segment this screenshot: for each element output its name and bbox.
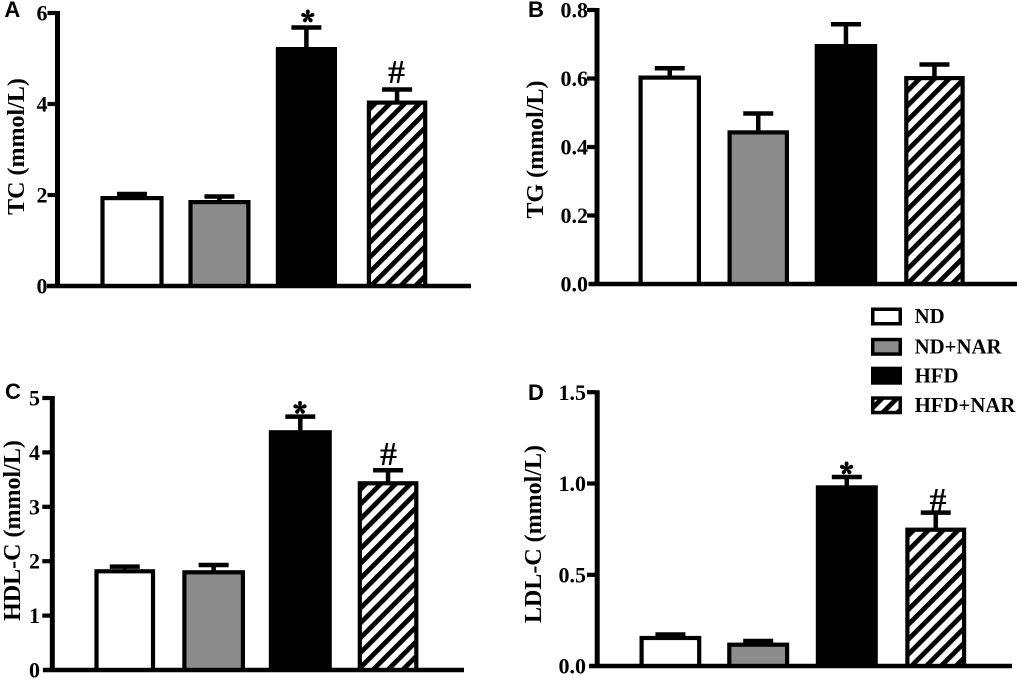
svg-text:#: # — [930, 482, 947, 519]
svg-text:1: 1 — [29, 603, 40, 628]
svg-text:5: 5 — [29, 386, 40, 411]
svg-text:6: 6 — [37, 1, 48, 26]
svg-text:#: # — [388, 54, 405, 91]
svg-text:2: 2 — [29, 549, 40, 574]
svg-text:4: 4 — [29, 440, 40, 465]
svg-text:0.0: 0.0 — [561, 272, 589, 297]
svg-text:2: 2 — [37, 183, 48, 208]
svg-text:0: 0 — [29, 658, 40, 680]
svg-text:B: B — [528, 0, 544, 22]
svg-text:C: C — [5, 379, 21, 404]
svg-text:0.2: 0.2 — [561, 203, 589, 228]
svg-text:1.5: 1.5 — [559, 380, 587, 405]
svg-text:0.5: 0.5 — [559, 562, 587, 587]
svg-text:0.0: 0.0 — [559, 654, 587, 679]
svg-text:4: 4 — [37, 92, 48, 117]
svg-text:0.8: 0.8 — [561, 0, 589, 23]
svg-text:TC (mmol/L): TC (mmol/L) — [4, 78, 30, 215]
svg-text:0.4: 0.4 — [561, 135, 589, 160]
svg-text:0.6: 0.6 — [561, 66, 589, 91]
svg-text:1.0: 1.0 — [559, 471, 587, 496]
svg-text:0: 0 — [37, 274, 48, 299]
svg-text:TG (mmol/L): TG (mmol/L) — [523, 81, 549, 219]
svg-text:ND: ND — [915, 305, 945, 328]
svg-text:A: A — [4, 0, 20, 22]
svg-text:HFD: HFD — [915, 364, 959, 387]
svg-text:LDL-C (mmol/L): LDL-C (mmol/L) — [521, 445, 547, 623]
svg-text:ND+NAR: ND+NAR — [915, 336, 1003, 359]
svg-text:3: 3 — [29, 494, 40, 519]
svg-text:D: D — [528, 380, 544, 405]
svg-text:#: # — [380, 436, 397, 473]
svg-text:HFD+NAR: HFD+NAR — [915, 394, 1017, 417]
svg-text:HDL-C (mmol/L): HDL-C (mmol/L) — [0, 440, 26, 621]
